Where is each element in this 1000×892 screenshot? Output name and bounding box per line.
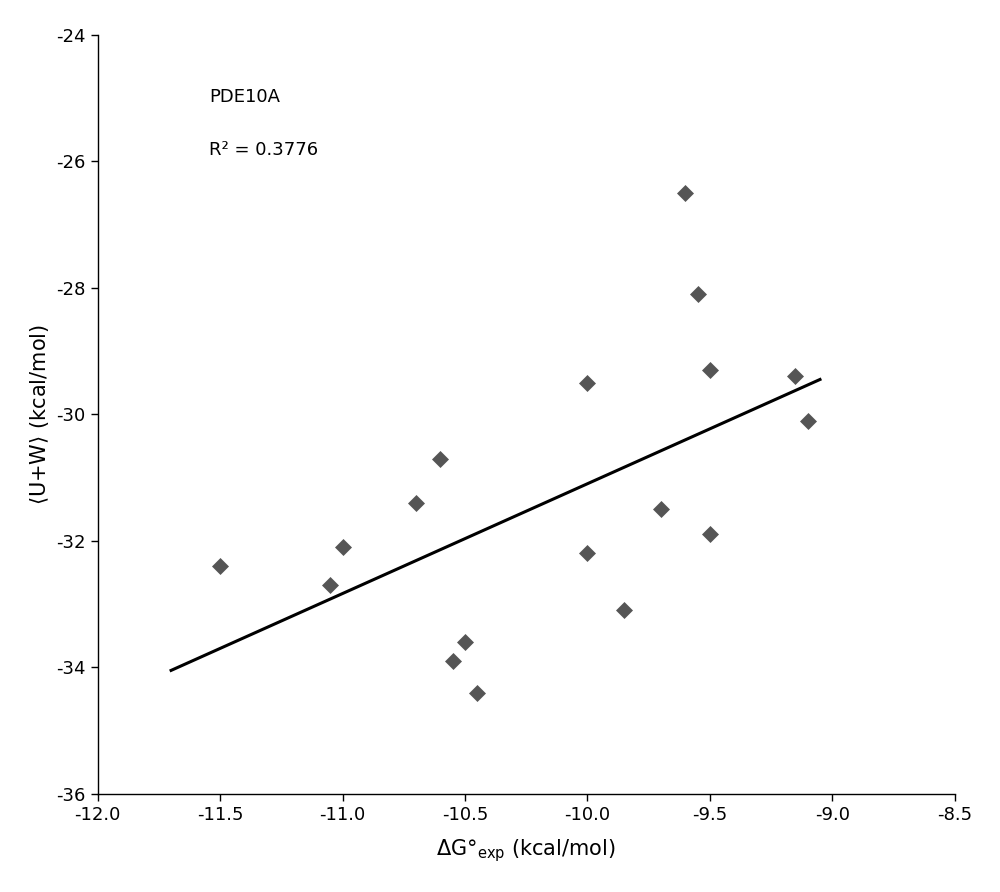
Point [212, 559, 228, 574]
Text: PDE10A: PDE10A [209, 88, 280, 106]
Point [677, 186, 693, 200]
Point [616, 603, 632, 617]
Point [322, 578, 338, 592]
Text: R² = 0.3776: R² = 0.3776 [209, 141, 318, 159]
Point [702, 363, 718, 377]
Y-axis label: $\langle$U+W$\rangle$ (kcal/mol): $\langle$U+W$\rangle$ (kcal/mol) [28, 324, 51, 505]
X-axis label: $\Delta$G°$_\mathregular{exp}$ (kcal/mol): $\Delta$G°$_\mathregular{exp}$ (kcal/mol… [436, 838, 616, 864]
Point [335, 540, 351, 554]
Point [445, 654, 461, 668]
Point [787, 369, 803, 384]
Point [432, 451, 448, 466]
Point [408, 496, 424, 510]
Point [800, 413, 816, 427]
Point [457, 635, 473, 649]
Point [579, 376, 595, 390]
Point [690, 287, 706, 301]
Point [702, 527, 718, 541]
Point [653, 502, 669, 516]
Point [579, 546, 595, 560]
Point [469, 685, 485, 699]
